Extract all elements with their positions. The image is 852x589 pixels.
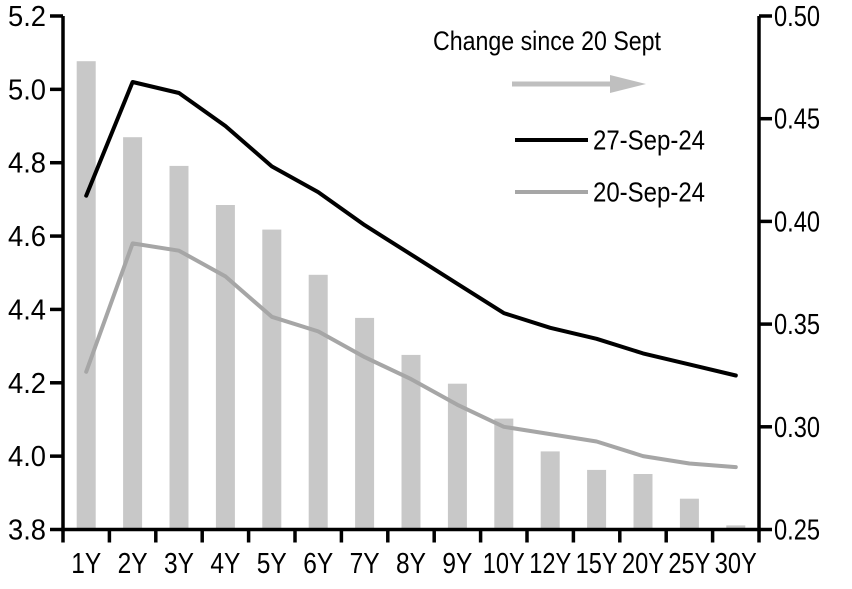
bar-1Y [76, 61, 96, 530]
x-tick-label-4Y: 4Y [210, 548, 240, 580]
x-tick-label-20Y: 20Y [622, 548, 664, 580]
legend-label-20-sep-24: 20-Sep-24 [593, 177, 705, 208]
x-tick-label-1Y: 1Y [71, 548, 101, 580]
right-tick-label: 0.25 [774, 515, 820, 547]
bar-5Y [262, 229, 282, 530]
x-tick-label-10Y: 10Y [483, 548, 525, 580]
left-tick-label: 4.0 [8, 441, 46, 473]
legend-title: Change since 20 Sept [433, 26, 661, 56]
legend: Change since 20 Sept 27-Sep-24 20-Sep-24 [433, 26, 705, 208]
x-tick-label-8Y: 8Y [396, 548, 426, 580]
left-tick-label: 4.4 [8, 294, 46, 326]
line-20-sep-24 [84, 241, 738, 470]
right-tick-label: 0.40 [774, 206, 820, 238]
x-tick-label-9Y: 9Y [442, 548, 472, 580]
left-tick-label: 3.8 [8, 515, 46, 547]
left-tick-label: 4.2 [8, 368, 46, 400]
right-tick-label: 0.35 [774, 309, 820, 341]
left-tick-label: 5.0 [8, 74, 46, 106]
bar-20Y [633, 474, 653, 530]
bar-12Y [540, 451, 560, 530]
bar-30Y [726, 525, 746, 530]
bar-10Y [494, 418, 514, 530]
right-arrow-icon [512, 75, 646, 93]
x-tick-label-6Y: 6Y [303, 548, 333, 580]
x-tick-label-15Y: 15Y [576, 548, 618, 580]
bar-6Y [308, 274, 328, 530]
right-tick-label: 0.45 [774, 104, 820, 136]
x-tick-label-3Y: 3Y [164, 548, 194, 580]
right-tick-label: 0.50 [774, 1, 820, 33]
left-tick-label: 5.2 [8, 1, 46, 33]
bar-3Y [169, 165, 189, 530]
left-tick-label: 4.8 [8, 148, 46, 180]
legend-label-27-sep-24: 27-Sep-24 [593, 125, 705, 156]
x-tick-label-7Y: 7Y [350, 548, 380, 580]
bar-15Y [587, 469, 607, 530]
line-27-sep-24 [84, 80, 738, 378]
bar-4Y [215, 205, 235, 530]
bar-9Y [447, 383, 467, 530]
bar-8Y [401, 354, 421, 530]
x-tick-label-12Y: 12Y [529, 548, 571, 580]
right-tick-label: 0.30 [774, 412, 820, 444]
x-tick-label-2Y: 2Y [118, 548, 148, 580]
x-tick-label-30Y: 30Y [715, 548, 757, 580]
left-tick-label: 4.6 [8, 221, 46, 253]
change-bars [76, 61, 746, 530]
x-tick-label-5Y: 5Y [257, 548, 287, 580]
bar-7Y [355, 317, 375, 530]
bar-25Y [679, 498, 699, 530]
x-tick-label-25Y: 25Y [668, 548, 710, 580]
bar-2Y [123, 137, 143, 530]
